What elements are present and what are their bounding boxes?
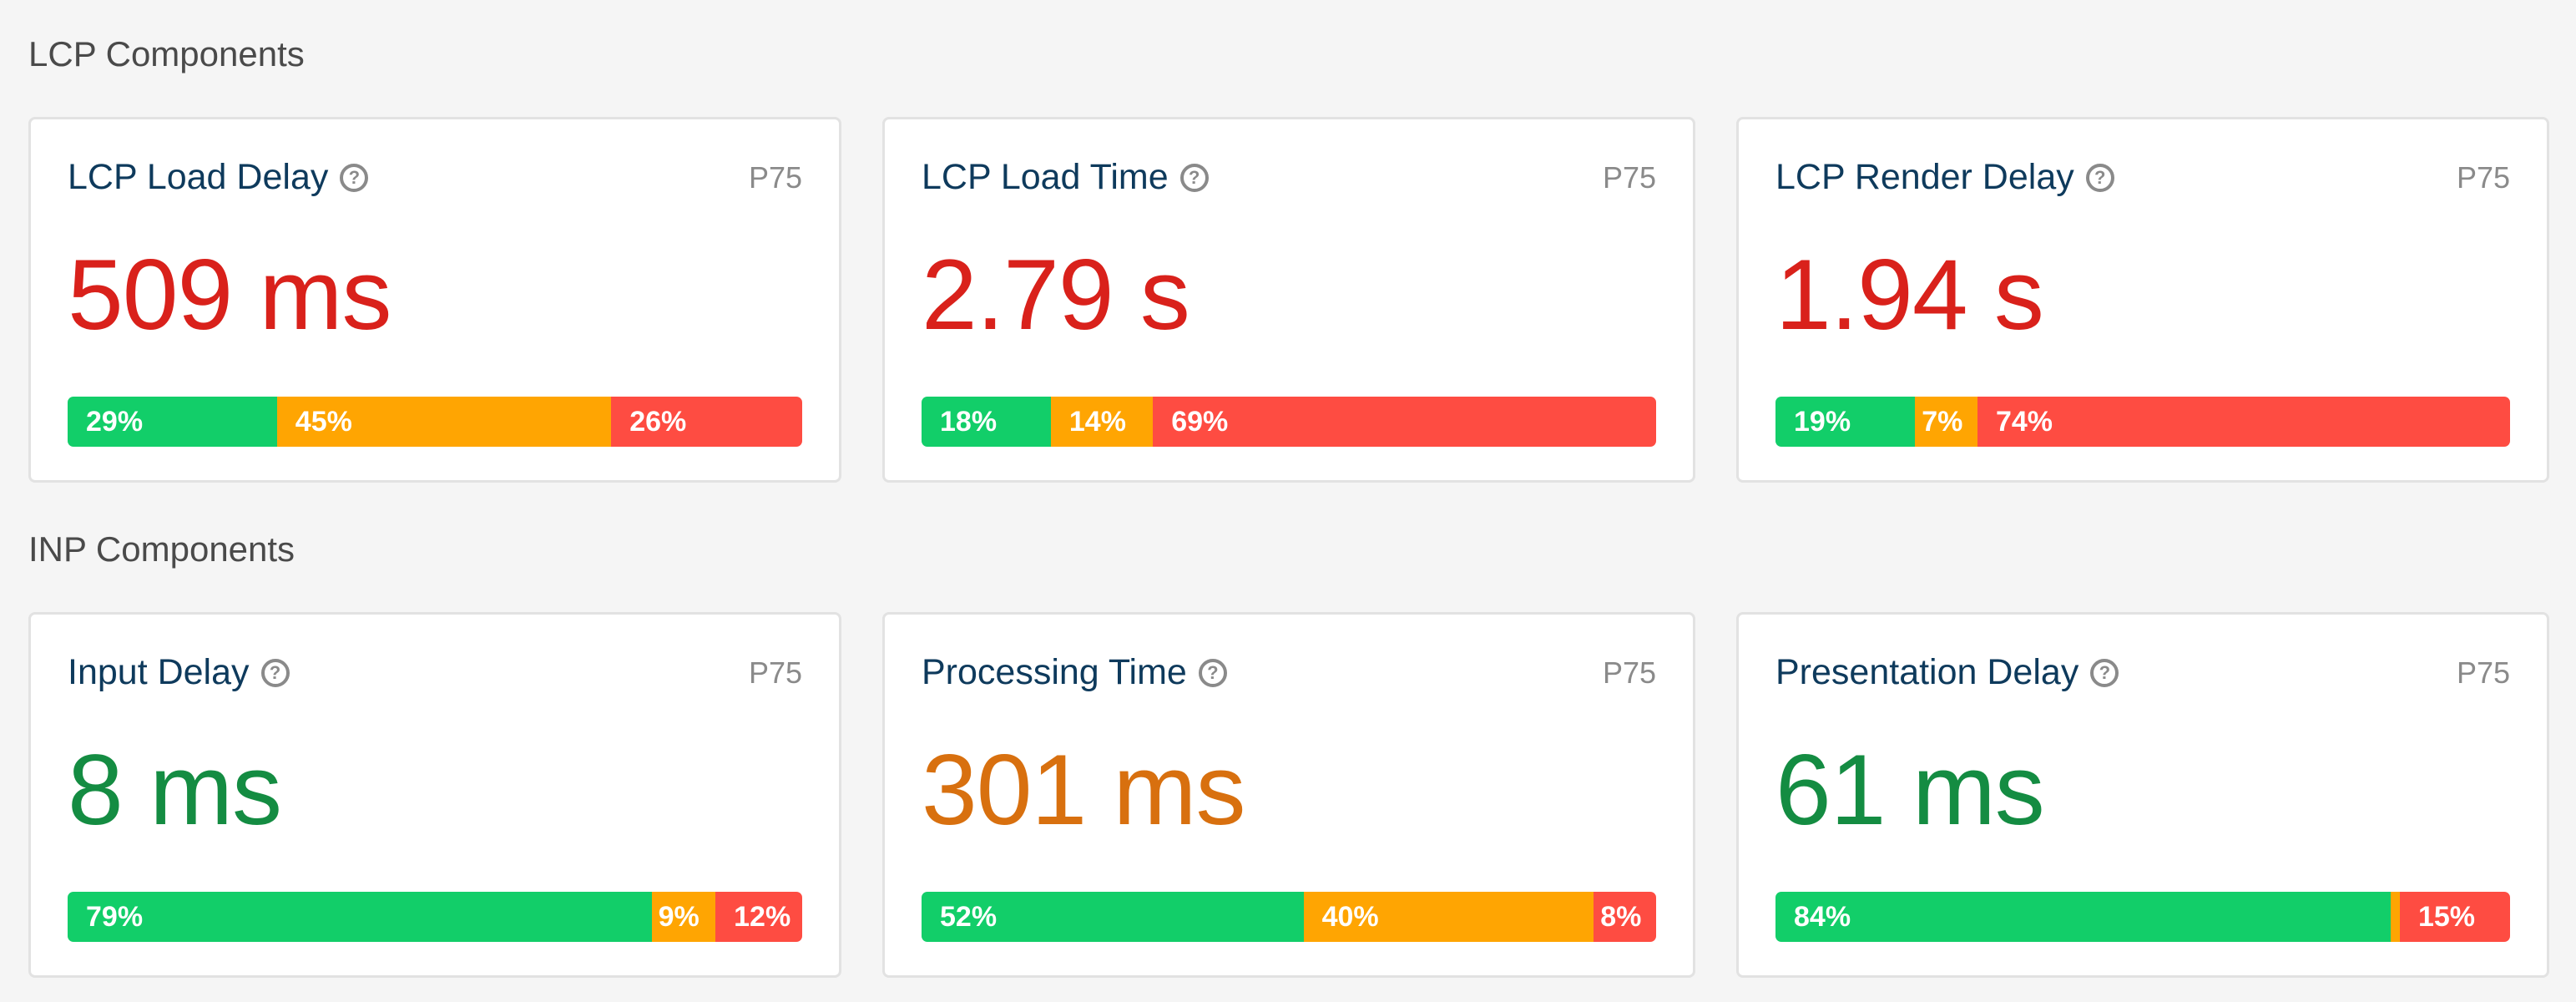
card-lcp-load-delay: LCP Load Delay ? P75 509 ms 29% 45% 26%	[28, 117, 841, 483]
card-lcp-render-delay: LCP Render Delay ? P75 1.94 s 19% 7% 74%	[1736, 117, 2549, 483]
card-processing-time: Processing Time ? P75 301 ms 52% 40% 8%	[882, 612, 1695, 978]
percentile-label: P75	[1602, 160, 1656, 195]
section-heading-inp: INP Components	[28, 529, 295, 569]
card-title: LCP Load Delay	[68, 157, 329, 197]
distribution-segment-good: 52%	[922, 892, 1304, 942]
card-lcp-load-time: LCP Load Time ? P75 2.79 s 18% 14% 69%	[882, 117, 1695, 483]
card-title: Processing Time	[922, 652, 1187, 692]
distribution-segment-good: 79%	[68, 892, 652, 942]
card-input-delay: Input Delay ? P75 8 ms 79% 9% 12%	[28, 612, 841, 978]
help-circle-icon[interactable]: ?	[1179, 163, 1209, 192]
distribution-segment-poor: 12%	[715, 892, 802, 942]
card-title: LCP Render Delay	[1775, 157, 2074, 197]
distribution-bar: 79% 9% 12%	[68, 892, 802, 942]
section-heading-lcp: LCP Components	[28, 34, 305, 73]
metric-value: 8 ms	[68, 734, 282, 846]
distribution-segment-needs-improvement: 9%	[651, 892, 716, 942]
help-circle-icon[interactable]: ?	[1198, 658, 1227, 687]
distribution-segment-good: 84%	[1775, 892, 2391, 942]
distribution-segment-needs-improvement: 40%	[1303, 892, 1594, 942]
distribution-segment-poor: 69%	[1153, 397, 1656, 447]
distribution-segment-poor: 15%	[2399, 892, 2510, 942]
metric-value: 2.79 s	[922, 239, 1190, 351]
percentile-label: P75	[748, 160, 802, 195]
metric-value: 509 ms	[68, 239, 392, 351]
distribution-segment-poor: 8%	[1594, 892, 1656, 942]
card-title: LCP Load Time	[922, 157, 1169, 197]
distribution-segment-good: 19%	[1775, 397, 1916, 447]
distribution-bar: 84% 15%	[1775, 892, 2510, 942]
metric-value: 301 ms	[922, 734, 1246, 846]
help-circle-icon[interactable]: ?	[340, 163, 369, 192]
help-circle-icon[interactable]: ?	[2085, 163, 2114, 192]
distribution-bar: 18% 14% 69%	[922, 397, 1656, 447]
card-presentation-delay: Presentation Delay ? P75 61 ms 84% 15%	[1736, 612, 2549, 978]
distribution-segment-needs-improvement	[2390, 892, 2400, 942]
distribution-segment-good: 18%	[922, 397, 1051, 447]
card-title: Input Delay	[68, 652, 250, 692]
percentile-label: P75	[748, 655, 802, 690]
distribution-bar: 52% 40% 8%	[922, 892, 1656, 942]
distribution-segment-poor: 74%	[1977, 397, 2510, 447]
percentile-label: P75	[2456, 655, 2510, 690]
metric-value: 61 ms	[1775, 734, 2045, 846]
metric-value: 1.94 s	[1775, 239, 2044, 351]
distribution-segment-needs-improvement: 7%	[1915, 397, 1977, 447]
distribution-segment-needs-improvement: 14%	[1050, 397, 1154, 447]
percentile-label: P75	[2456, 160, 2510, 195]
distribution-segment-good: 29%	[68, 397, 277, 447]
card-title: Presentation Delay	[1775, 652, 2079, 692]
distribution-bar: 19% 7% 74%	[1775, 397, 2510, 447]
help-circle-icon[interactable]: ?	[2090, 658, 2119, 687]
distribution-segment-poor: 26%	[611, 397, 802, 447]
help-circle-icon[interactable]: ?	[260, 658, 290, 687]
distribution-segment-needs-improvement: 45%	[276, 397, 612, 447]
percentile-label: P75	[1602, 655, 1656, 690]
distribution-bar: 29% 45% 26%	[68, 397, 802, 447]
